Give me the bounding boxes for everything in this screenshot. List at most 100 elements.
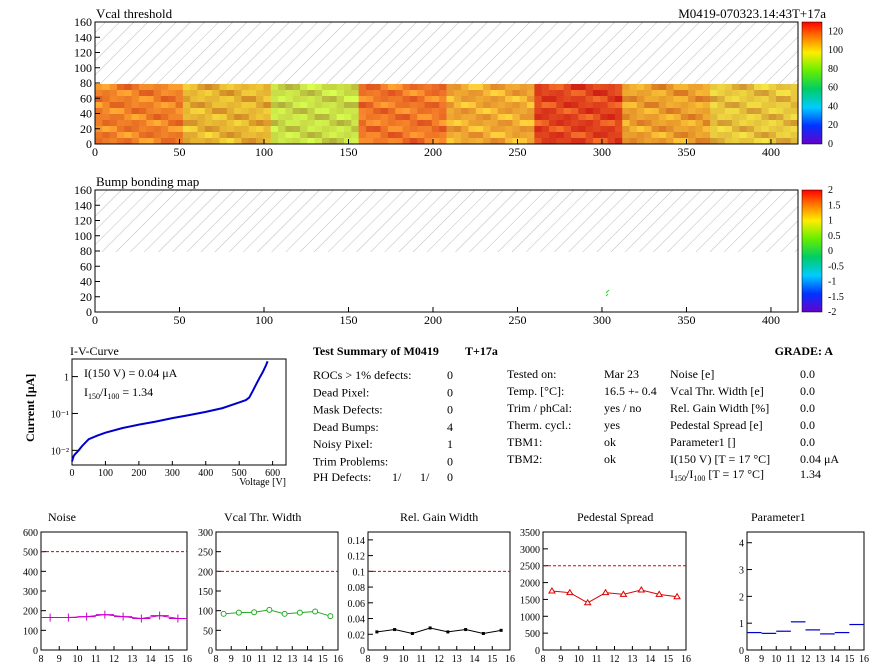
heat-cell bbox=[365, 96, 374, 103]
small-x-tick-label: 16 bbox=[333, 654, 343, 665]
heat-cell bbox=[680, 96, 689, 103]
heat-cell bbox=[109, 126, 118, 133]
heat-cell bbox=[636, 108, 645, 115]
heat-cell bbox=[505, 126, 513, 133]
heat-cell bbox=[512, 90, 521, 97]
small-x-tick-label: 14 bbox=[146, 654, 156, 665]
heat-cell bbox=[292, 108, 301, 115]
heat-cell bbox=[329, 138, 338, 145]
heat-cell bbox=[102, 90, 111, 97]
heat-cell bbox=[790, 96, 799, 103]
heat-cell bbox=[336, 138, 345, 145]
heat-cell bbox=[607, 102, 616, 109]
heat-cell bbox=[549, 132, 557, 139]
iv-ylabel: Current [μA] bbox=[23, 374, 37, 442]
heat-cell bbox=[563, 114, 572, 121]
heat-cell bbox=[146, 102, 154, 109]
heat-cell bbox=[270, 84, 279, 91]
heat-cell bbox=[783, 90, 792, 97]
heat-cell bbox=[754, 120, 762, 127]
heat-cell bbox=[343, 138, 352, 145]
heat-cell bbox=[204, 108, 213, 115]
heat-cell bbox=[124, 84, 133, 91]
heat-cell bbox=[322, 126, 330, 133]
map-y-tick-label: 80 bbox=[80, 76, 92, 90]
heat-cell bbox=[402, 138, 411, 145]
small-x-tick-label: 13 bbox=[127, 654, 137, 665]
heat-cell bbox=[570, 132, 579, 139]
heat-cell bbox=[505, 96, 513, 103]
heat-cell bbox=[768, 102, 777, 109]
heat-cell bbox=[314, 126, 323, 133]
small-x-tick-label: 11 bbox=[416, 654, 426, 665]
heat-cell bbox=[475, 84, 484, 91]
heat-cell bbox=[278, 120, 286, 127]
small-x-tick-label: 8 bbox=[541, 654, 546, 665]
heat-cell bbox=[197, 96, 206, 103]
heat-cell bbox=[197, 126, 206, 133]
heat-cell bbox=[343, 90, 352, 97]
heat-cell bbox=[607, 126, 616, 133]
heat-cell bbox=[95, 108, 103, 115]
small-x-tick-label: 9 bbox=[558, 654, 563, 665]
heat-cell bbox=[102, 102, 111, 109]
heat-cell bbox=[109, 108, 118, 115]
heat-cell bbox=[424, 126, 433, 133]
heat-cell bbox=[710, 96, 718, 103]
summary-middle-value: ok bbox=[604, 435, 616, 449]
heat-cell bbox=[600, 138, 609, 145]
heat-cell bbox=[124, 96, 133, 103]
heat-cell bbox=[570, 102, 579, 109]
heat-cell bbox=[234, 96, 242, 103]
heat-cell bbox=[380, 120, 389, 127]
heat-cell bbox=[285, 114, 294, 121]
heat-cell bbox=[490, 102, 499, 109]
heat-cell bbox=[124, 138, 133, 145]
summary-left-value: 4 bbox=[447, 420, 453, 434]
heat-cell bbox=[497, 108, 506, 115]
summary-right-value: 0.0 bbox=[800, 401, 815, 415]
heat-cell bbox=[746, 114, 755, 121]
heat-cell bbox=[549, 102, 557, 109]
heat-cell bbox=[644, 96, 652, 103]
heat-cell bbox=[512, 108, 521, 115]
heat-cell bbox=[710, 126, 718, 133]
small-y-tick-label: 500 bbox=[23, 548, 38, 559]
heat-cell bbox=[197, 102, 206, 109]
summary-right-value: 0.0 bbox=[800, 435, 815, 449]
heat-cell bbox=[563, 96, 572, 103]
heat-cell bbox=[358, 132, 367, 139]
small-plot-2: Rel. Gain Width 8 9 10 11 12 13 14 15 16 0 0.02 0.04… bbox=[348, 510, 516, 665]
map-y-tick-label: 140 bbox=[74, 198, 92, 212]
heat-cell bbox=[197, 108, 206, 115]
map2-axes: 0 50 100 150 200 250 300 350 4000204060801001201… bbox=[74, 183, 780, 327]
heat-cell bbox=[446, 114, 455, 121]
map-x-tick-label: 150 bbox=[339, 145, 357, 159]
heat-cell bbox=[343, 114, 352, 121]
heat-cell bbox=[446, 120, 455, 127]
heat-cell bbox=[138, 114, 147, 121]
heat-cell bbox=[146, 120, 154, 127]
ph-defects-v2: 1/ bbox=[420, 470, 430, 484]
heat-cell bbox=[527, 90, 535, 97]
heat-cell bbox=[614, 102, 623, 109]
small-x-tick-label: 16 bbox=[505, 654, 515, 665]
heat-cell bbox=[292, 102, 301, 109]
heat-cell bbox=[761, 114, 770, 121]
heat-cell bbox=[453, 90, 462, 97]
heat-cell bbox=[761, 102, 770, 109]
heat-cell bbox=[226, 96, 235, 103]
heat-cell bbox=[146, 138, 154, 145]
heat-cell bbox=[160, 84, 169, 91]
heat-cell bbox=[644, 120, 652, 127]
heat-cell bbox=[373, 114, 381, 121]
heat-cell bbox=[358, 126, 367, 133]
heat-cell bbox=[219, 120, 228, 127]
heat-cell bbox=[746, 96, 755, 103]
heat-cell bbox=[475, 114, 484, 121]
heat-cell bbox=[248, 90, 257, 97]
heat-cell bbox=[644, 102, 652, 109]
heat-cell bbox=[160, 90, 169, 97]
iv-title: I-V-Curve bbox=[70, 344, 119, 358]
heat-cell bbox=[395, 120, 403, 127]
